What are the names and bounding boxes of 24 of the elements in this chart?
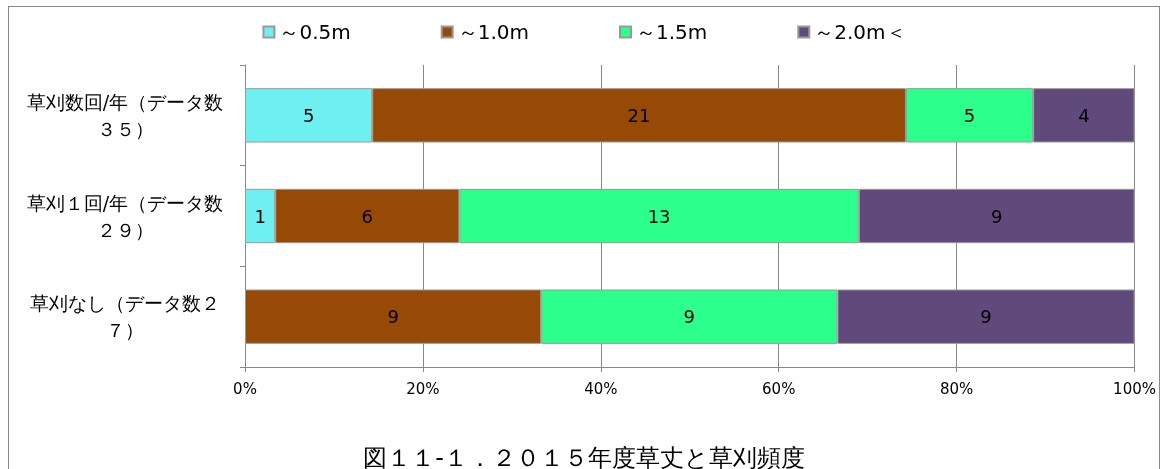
- y-tick-label: 草刈数回/年（データ数３５）: [26, 90, 224, 140]
- legend-label: ～0.5m: [279, 20, 351, 44]
- annotation: 5: [302, 104, 315, 126]
- annotation: 13: [647, 205, 671, 227]
- x-tick-label: 20%: [406, 379, 440, 398]
- annotation: 5: [963, 104, 976, 126]
- x-tick-label: 40%: [584, 379, 618, 398]
- annotation: 9: [683, 306, 696, 328]
- annotation: 21: [627, 104, 651, 126]
- legend-label: ～1.0m: [457, 20, 530, 44]
- annotation: 4: [1078, 104, 1090, 126]
- y-tick-label: 草刈なし（データ数２７）: [30, 292, 220, 342]
- legend-label: ～1.5m: [636, 20, 708, 44]
- annotation: 9: [980, 306, 992, 328]
- x-tick-label: 0%: [233, 379, 257, 398]
- x-tick-label: 60%: [762, 379, 796, 398]
- annotation: 9: [990, 205, 1003, 227]
- annotation: 1: [254, 205, 266, 227]
- legend-label: ～2.0m＜: [814, 20, 906, 44]
- annotation: 6: [361, 205, 374, 227]
- x-tick-label: 80%: [939, 379, 974, 398]
- y-tick-label: 草刈１回/年（データ数２９）: [26, 191, 224, 241]
- x-tick-label: 100%: [1113, 379, 1156, 398]
- annotation: 9: [387, 306, 399, 328]
